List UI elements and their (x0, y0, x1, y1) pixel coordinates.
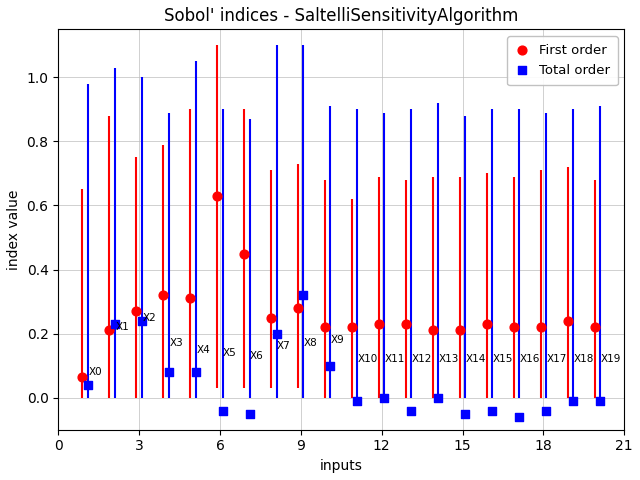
Total order (164, 368, 174, 376)
First order (536, 324, 546, 331)
First order (563, 317, 573, 324)
Text: X0: X0 (88, 367, 102, 377)
Text: X13: X13 (439, 354, 459, 364)
Title: Sobol' indices - SaltelliSensitivityAlgorithm: Sobol' indices - SaltelliSensitivityAlgo… (164, 7, 518, 25)
Text: X8: X8 (304, 338, 318, 348)
Total order (325, 362, 335, 370)
First order (401, 320, 411, 328)
Total order (83, 381, 93, 389)
Text: X6: X6 (250, 351, 264, 361)
First order (158, 291, 168, 299)
Text: X15: X15 (493, 354, 513, 364)
First order (589, 324, 600, 331)
First order (293, 304, 303, 312)
Total order (271, 330, 282, 337)
First order (428, 326, 438, 334)
Total order (298, 291, 308, 299)
Total order (218, 407, 228, 414)
Text: X11: X11 (385, 354, 405, 364)
Total order (568, 397, 578, 405)
Total order (487, 407, 497, 414)
Total order (595, 397, 605, 405)
Text: X14: X14 (466, 354, 486, 364)
First order (185, 295, 195, 302)
Text: X9: X9 (331, 335, 345, 345)
X-axis label: inputs: inputs (320, 459, 363, 473)
Total order (514, 413, 524, 421)
Text: X3: X3 (169, 338, 183, 348)
Legend: First order, Total order: First order, Total order (507, 36, 618, 85)
Y-axis label: index value: index value (7, 189, 21, 270)
Total order (352, 397, 362, 405)
Total order (433, 394, 444, 402)
Text: X2: X2 (142, 312, 156, 323)
First order (454, 326, 465, 334)
First order (212, 192, 222, 200)
Text: X4: X4 (196, 345, 210, 355)
Total order (109, 320, 120, 328)
Text: X17: X17 (547, 354, 567, 364)
Total order (460, 410, 470, 418)
Total order (406, 407, 417, 414)
First order (374, 320, 384, 328)
Text: X10: X10 (358, 354, 378, 364)
First order (320, 324, 330, 331)
Text: X12: X12 (412, 354, 432, 364)
Text: X18: X18 (573, 354, 594, 364)
Text: X1: X1 (115, 322, 129, 332)
Text: X19: X19 (600, 354, 621, 364)
First order (266, 314, 276, 322)
First order (239, 250, 250, 257)
Text: X5: X5 (223, 348, 237, 358)
Text: X16: X16 (520, 354, 540, 364)
First order (482, 320, 492, 328)
First order (509, 324, 519, 331)
Total order (244, 410, 255, 418)
First order (131, 307, 141, 315)
Total order (541, 407, 551, 414)
Total order (380, 394, 390, 402)
Total order (137, 317, 147, 324)
First order (77, 373, 88, 381)
Total order (191, 368, 201, 376)
First order (104, 326, 115, 334)
Text: X7: X7 (277, 341, 291, 351)
First order (347, 324, 357, 331)
